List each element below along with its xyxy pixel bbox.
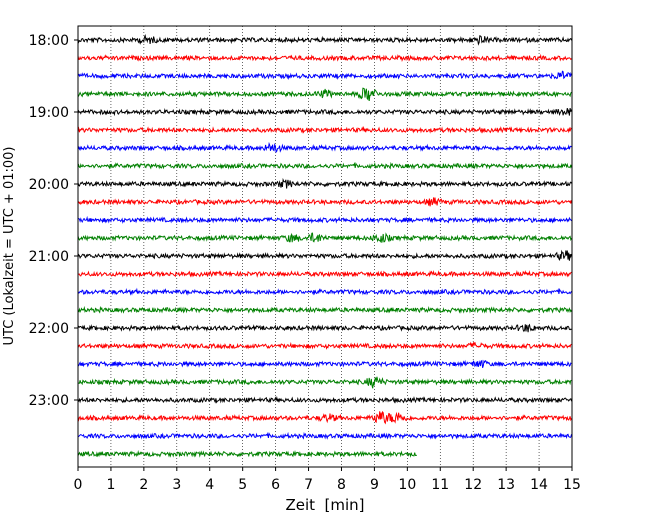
x-tick-label-1: 1 bbox=[106, 477, 115, 493]
trace-2130 bbox=[77, 287, 572, 296]
y-axis-ticks: 18:00 19:00 20:00 21:00 22:00 23:00 bbox=[29, 33, 78, 409]
trace-1915 bbox=[77, 125, 572, 134]
trace-2100 bbox=[77, 249, 572, 262]
trace-2345 bbox=[77, 450, 418, 458]
trace-2015 bbox=[77, 197, 572, 207]
trace-2215 bbox=[77, 341, 572, 350]
x-tick-label-2: 2 bbox=[139, 477, 148, 493]
trace-2230 bbox=[77, 359, 572, 368]
y-tick-label-2300: 23:00 bbox=[29, 393, 69, 409]
x-tick-label-8: 8 bbox=[337, 477, 346, 493]
y-tick-label-2100: 21:00 bbox=[29, 249, 69, 265]
x-tick-label-4: 4 bbox=[205, 477, 214, 493]
trace-1815 bbox=[77, 53, 572, 62]
y-axis-label: UTC (Lokalzeit = UTC + 01:00) bbox=[2, 147, 17, 346]
trace-2315 bbox=[77, 410, 572, 425]
x-tick-label-9: 9 bbox=[370, 477, 379, 493]
x-tick-label-0: 0 bbox=[74, 477, 83, 493]
x-tick-label-10: 10 bbox=[398, 477, 416, 493]
y-tick-label-2000: 20:00 bbox=[29, 177, 69, 193]
trace-1930 bbox=[77, 141, 572, 154]
trace-2300 bbox=[77, 395, 572, 404]
trace-2330 bbox=[77, 431, 572, 440]
x-tick-label-12: 12 bbox=[464, 477, 482, 493]
x-tick-label-5: 5 bbox=[238, 477, 247, 493]
y-tick-label-1900: 19:00 bbox=[29, 105, 69, 121]
trace-2200 bbox=[77, 323, 572, 333]
trace-2045 bbox=[77, 232, 572, 243]
trace-1830 bbox=[77, 70, 572, 81]
y-tick-label-1800: 18:00 bbox=[29, 33, 69, 49]
trace-2000 bbox=[77, 177, 572, 189]
plot-frame bbox=[77, 25, 573, 468]
x-tick-label-14: 14 bbox=[530, 477, 548, 493]
trace-1845 bbox=[77, 87, 572, 102]
trace-2115 bbox=[77, 269, 572, 278]
trace-1945 bbox=[77, 161, 572, 170]
trace-1800 bbox=[77, 33, 572, 46]
x-tick-label-11: 11 bbox=[431, 477, 449, 493]
y-tick-label-2200: 22:00 bbox=[29, 321, 69, 337]
x-tick-label-13: 13 bbox=[497, 477, 515, 493]
x-axis-ticks: 0 1 2 3 4 5 6 7 8 9 10 11 12 13 14 15 bbox=[74, 467, 581, 493]
x-tick-label-15: 15 bbox=[563, 477, 581, 493]
x-tick-label-3: 3 bbox=[172, 477, 181, 493]
x-tick-label-6: 6 bbox=[271, 477, 280, 493]
trace-2030 bbox=[77, 215, 572, 224]
trace-1900 bbox=[77, 107, 572, 117]
trace-2145 bbox=[77, 305, 572, 314]
x-axis-label: Zeit [min] bbox=[285, 496, 364, 514]
trace-2245 bbox=[77, 376, 572, 389]
seismogram-traces bbox=[77, 33, 572, 458]
x-tick-label-7: 7 bbox=[304, 477, 313, 493]
